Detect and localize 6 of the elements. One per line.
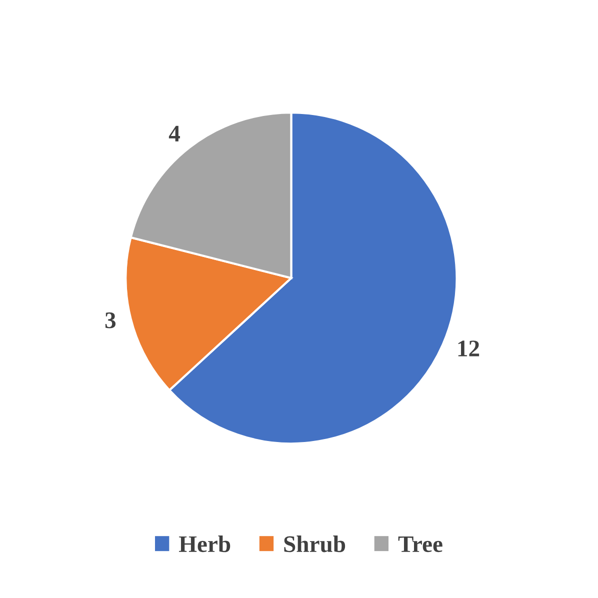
data-label: 12 [458,340,480,356]
legend-label: Tree [398,536,442,552]
data-label: 3 [105,312,116,328]
data-label: 4 [168,126,180,142]
legend-label: Shrub [284,536,346,552]
legend-label: Herb [179,536,230,552]
